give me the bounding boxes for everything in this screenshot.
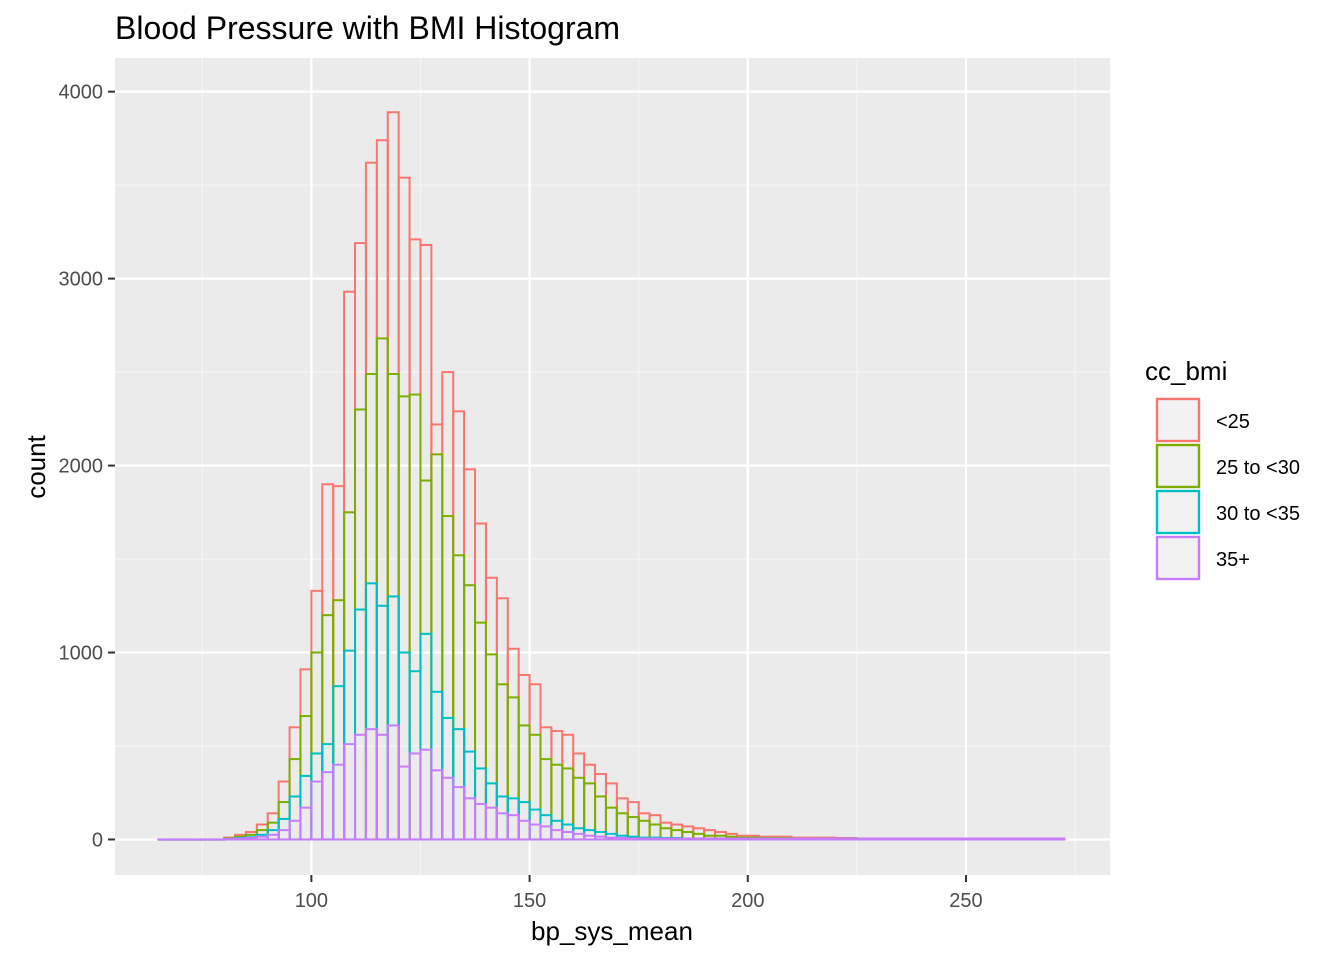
legend-label: 25 to <30	[1216, 457, 1300, 479]
histogram-bar	[659, 837, 673, 841]
histogram-bar	[768, 837, 782, 841]
histogram-bar	[1052, 837, 1066, 841]
histogram-bar	[670, 837, 684, 841]
histogram-bars	[157, 111, 1066, 841]
histogram-bar	[615, 836, 629, 841]
histogram-bar	[801, 837, 815, 841]
histogram-bar	[1041, 837, 1055, 841]
histogram-bar	[626, 837, 640, 841]
legend-label: 35+	[1216, 549, 1250, 571]
histogram-bar	[735, 837, 749, 841]
histogram-bar	[943, 837, 957, 841]
x-tick-label: 150	[513, 890, 546, 912]
histogram-bar	[724, 837, 738, 841]
histogram-bar	[790, 837, 804, 841]
legend-key	[1155, 535, 1201, 581]
y-tick-label: 0	[92, 829, 103, 851]
histogram-bar	[1030, 837, 1044, 841]
y-tick-label: 3000	[59, 269, 104, 291]
histogram-bar	[921, 837, 935, 841]
histogram-bar	[975, 837, 989, 841]
chart-title: Blood Pressure with BMI Histogram	[115, 10, 620, 46]
legend-label: <25	[1216, 411, 1250, 433]
histogram-bar	[757, 837, 771, 841]
y-axis-title: count	[21, 434, 51, 498]
histogram-bar	[954, 837, 967, 841]
y-tick-label: 2000	[59, 456, 104, 478]
histogram-bar	[986, 837, 1000, 841]
histogram-bar	[964, 837, 978, 841]
histogram-bar	[604, 836, 618, 841]
histogram-bar	[244, 836, 258, 841]
histogram-bar	[746, 837, 760, 841]
histogram-bar	[779, 837, 793, 841]
histogram-bar	[234, 837, 247, 841]
histogram-bar	[834, 837, 847, 841]
histogram-bar	[637, 837, 651, 841]
legend: cc_bmi <25 25 to <30 30 to <35 35+	[1145, 356, 1300, 581]
histogram-bar	[866, 837, 880, 841]
histogram-bar	[855, 837, 869, 841]
histogram-bar	[714, 837, 727, 841]
x-tick-label: 250	[949, 890, 982, 912]
legend-key	[1155, 443, 1201, 489]
x-tick-label: 100	[295, 890, 328, 912]
histogram-bar	[932, 837, 946, 841]
histogram-bar	[997, 837, 1011, 841]
histogram-bar	[703, 837, 717, 841]
histogram-bar	[681, 837, 695, 841]
histogram-bar	[812, 837, 826, 841]
x-axis: 100 150 200 250	[295, 875, 983, 912]
histogram-bar	[910, 837, 924, 841]
legend-key	[1155, 397, 1201, 443]
histogram-bar	[692, 837, 706, 841]
legend-label: 30 to <35	[1216, 503, 1300, 525]
histogram-bar	[823, 837, 837, 841]
legend-key	[1155, 489, 1201, 535]
x-tick-label: 200	[731, 890, 764, 912]
histogram-bar	[888, 837, 902, 841]
histogram-bar	[1008, 837, 1022, 841]
x-axis-title: bp_sys_mean	[531, 916, 693, 946]
legend-title: cc_bmi	[1145, 356, 1227, 386]
histogram-bar	[1019, 837, 1033, 841]
histogram-bar	[877, 837, 891, 841]
histogram-bar	[899, 837, 913, 841]
y-tick-label: 4000	[59, 82, 104, 104]
histogram-bar	[648, 837, 662, 841]
y-axis: 0 1000 2000 3000 4000	[59, 82, 115, 851]
histogram-bar	[844, 837, 858, 841]
y-tick-label: 1000	[59, 643, 104, 665]
